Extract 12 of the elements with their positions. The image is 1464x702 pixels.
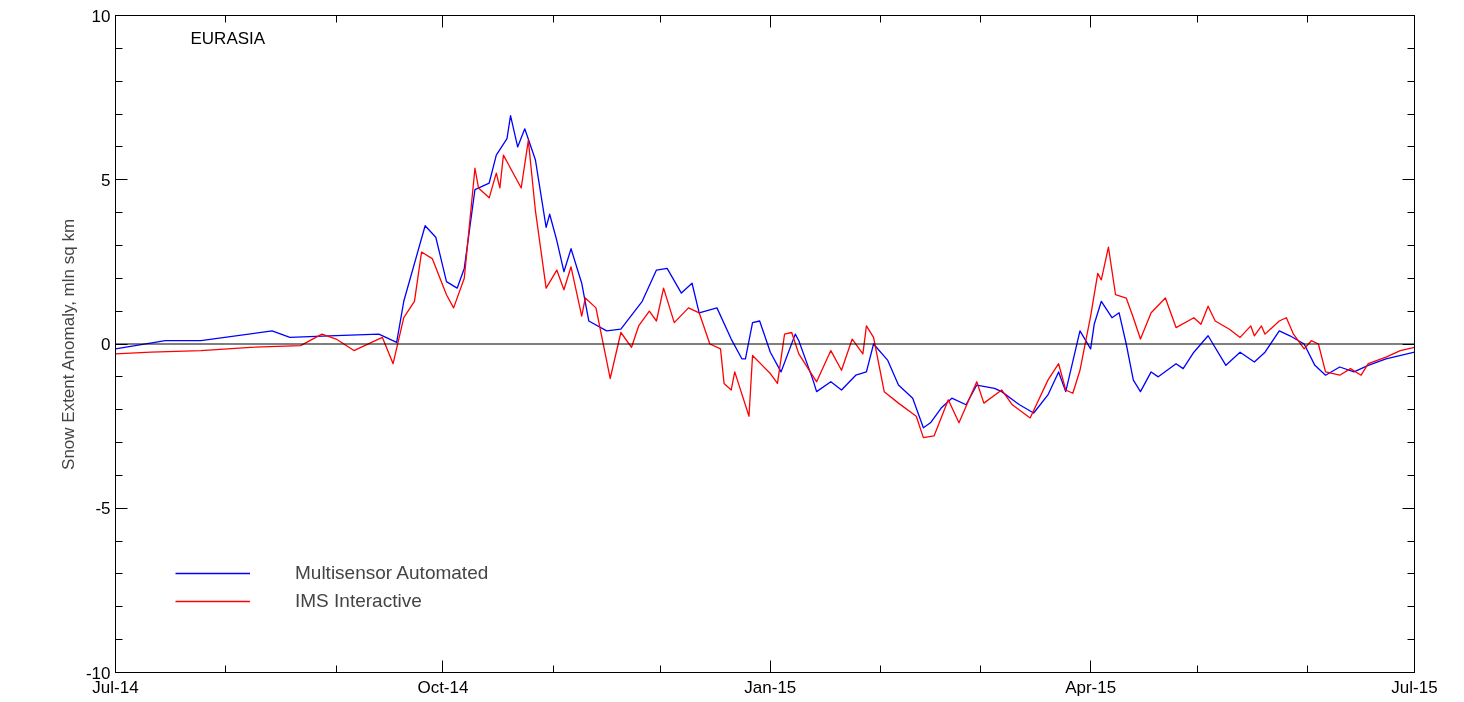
y-tick-label: 0	[101, 335, 111, 354]
y-tick-label: 5	[101, 170, 111, 190]
text: EURASIA	[190, 28, 266, 48]
x-tick-label: Jan-15	[744, 677, 797, 697]
y-tick-label: -5	[95, 499, 111, 519]
legend-label: IMS Interactive	[295, 590, 422, 612]
y-tick-label: 10	[91, 6, 111, 26]
x-tick-label: Apr-15	[1065, 677, 1117, 697]
x-tick-label: Oct-14	[417, 677, 469, 697]
x-tick-label: Jul-15	[1391, 677, 1438, 697]
y-axis-title: Snow Extent Anomaly, mln sq km	[58, 218, 78, 470]
legend-label: Multisensor Automated	[295, 562, 489, 584]
